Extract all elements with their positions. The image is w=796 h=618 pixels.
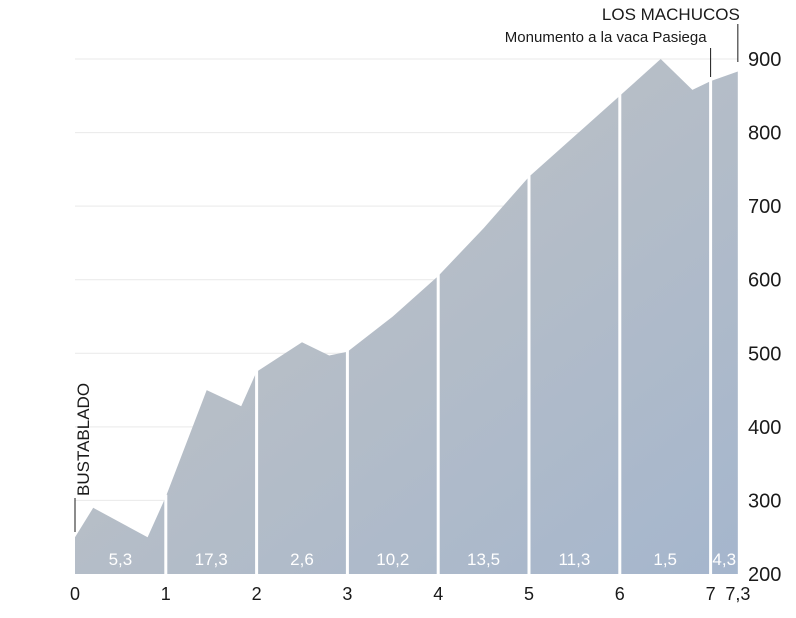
annotation-label: LOS MACHUCOS bbox=[602, 5, 740, 24]
y-tick-label: 900 bbox=[748, 49, 781, 71]
segment-gradient-label: 17,3 bbox=[195, 550, 228, 569]
x-tick-label: 5 bbox=[524, 584, 534, 604]
x-tick-label: 0 bbox=[70, 584, 80, 604]
segment-gradient-label: 1,5 bbox=[653, 550, 677, 569]
y-axis-ticks: 200 300 400 500 600 700 800 900 bbox=[748, 49, 781, 586]
x-tick-label: 7,3 bbox=[725, 584, 750, 604]
y-tick-label: 500 bbox=[748, 343, 781, 365]
segment-gradient-label: 13,5 bbox=[467, 550, 500, 569]
annotation-label: Monumento a la vaca Pasiega bbox=[505, 29, 707, 46]
y-tick-label: 600 bbox=[748, 270, 781, 292]
y-tick-label: 200 bbox=[748, 564, 781, 586]
segment-gradient-label: 10,2 bbox=[376, 550, 409, 569]
y-tick-label: 800 bbox=[748, 123, 781, 145]
x-tick-label: 6 bbox=[615, 584, 625, 604]
x-tick-label: 2 bbox=[252, 584, 262, 604]
y-tick-label: 400 bbox=[748, 417, 781, 439]
segment-gradient-label: 5,3 bbox=[109, 550, 133, 569]
annotation-label: BUSTABLADO bbox=[74, 383, 93, 496]
segment-gradient-label: 2,6 bbox=[290, 550, 314, 569]
y-tick-label: 700 bbox=[748, 196, 781, 218]
x-axis-ticks: 0 1 2 3 4 5 6 7 7,3 bbox=[70, 584, 750, 604]
x-tick-label: 7 bbox=[706, 584, 716, 604]
segment-gradient-labels: 5,3 17,3 2,6 10,2 13,5 11,3 1,5 4,3 bbox=[109, 550, 736, 569]
segment-gradient-label: 4,3 bbox=[712, 550, 736, 569]
annotations: BUSTABLADO Monumento a la vaca Pasiega LOS… bbox=[74, 5, 740, 532]
segment-gradient-label: 11,3 bbox=[558, 550, 590, 569]
x-tick-label: 3 bbox=[342, 584, 352, 604]
x-tick-label: 4 bbox=[433, 584, 443, 604]
km-dividers bbox=[164, 79, 713, 574]
elevation-area bbox=[75, 59, 738, 574]
x-tick-label: 1 bbox=[161, 584, 171, 604]
y-tick-label: 300 bbox=[748, 490, 781, 512]
